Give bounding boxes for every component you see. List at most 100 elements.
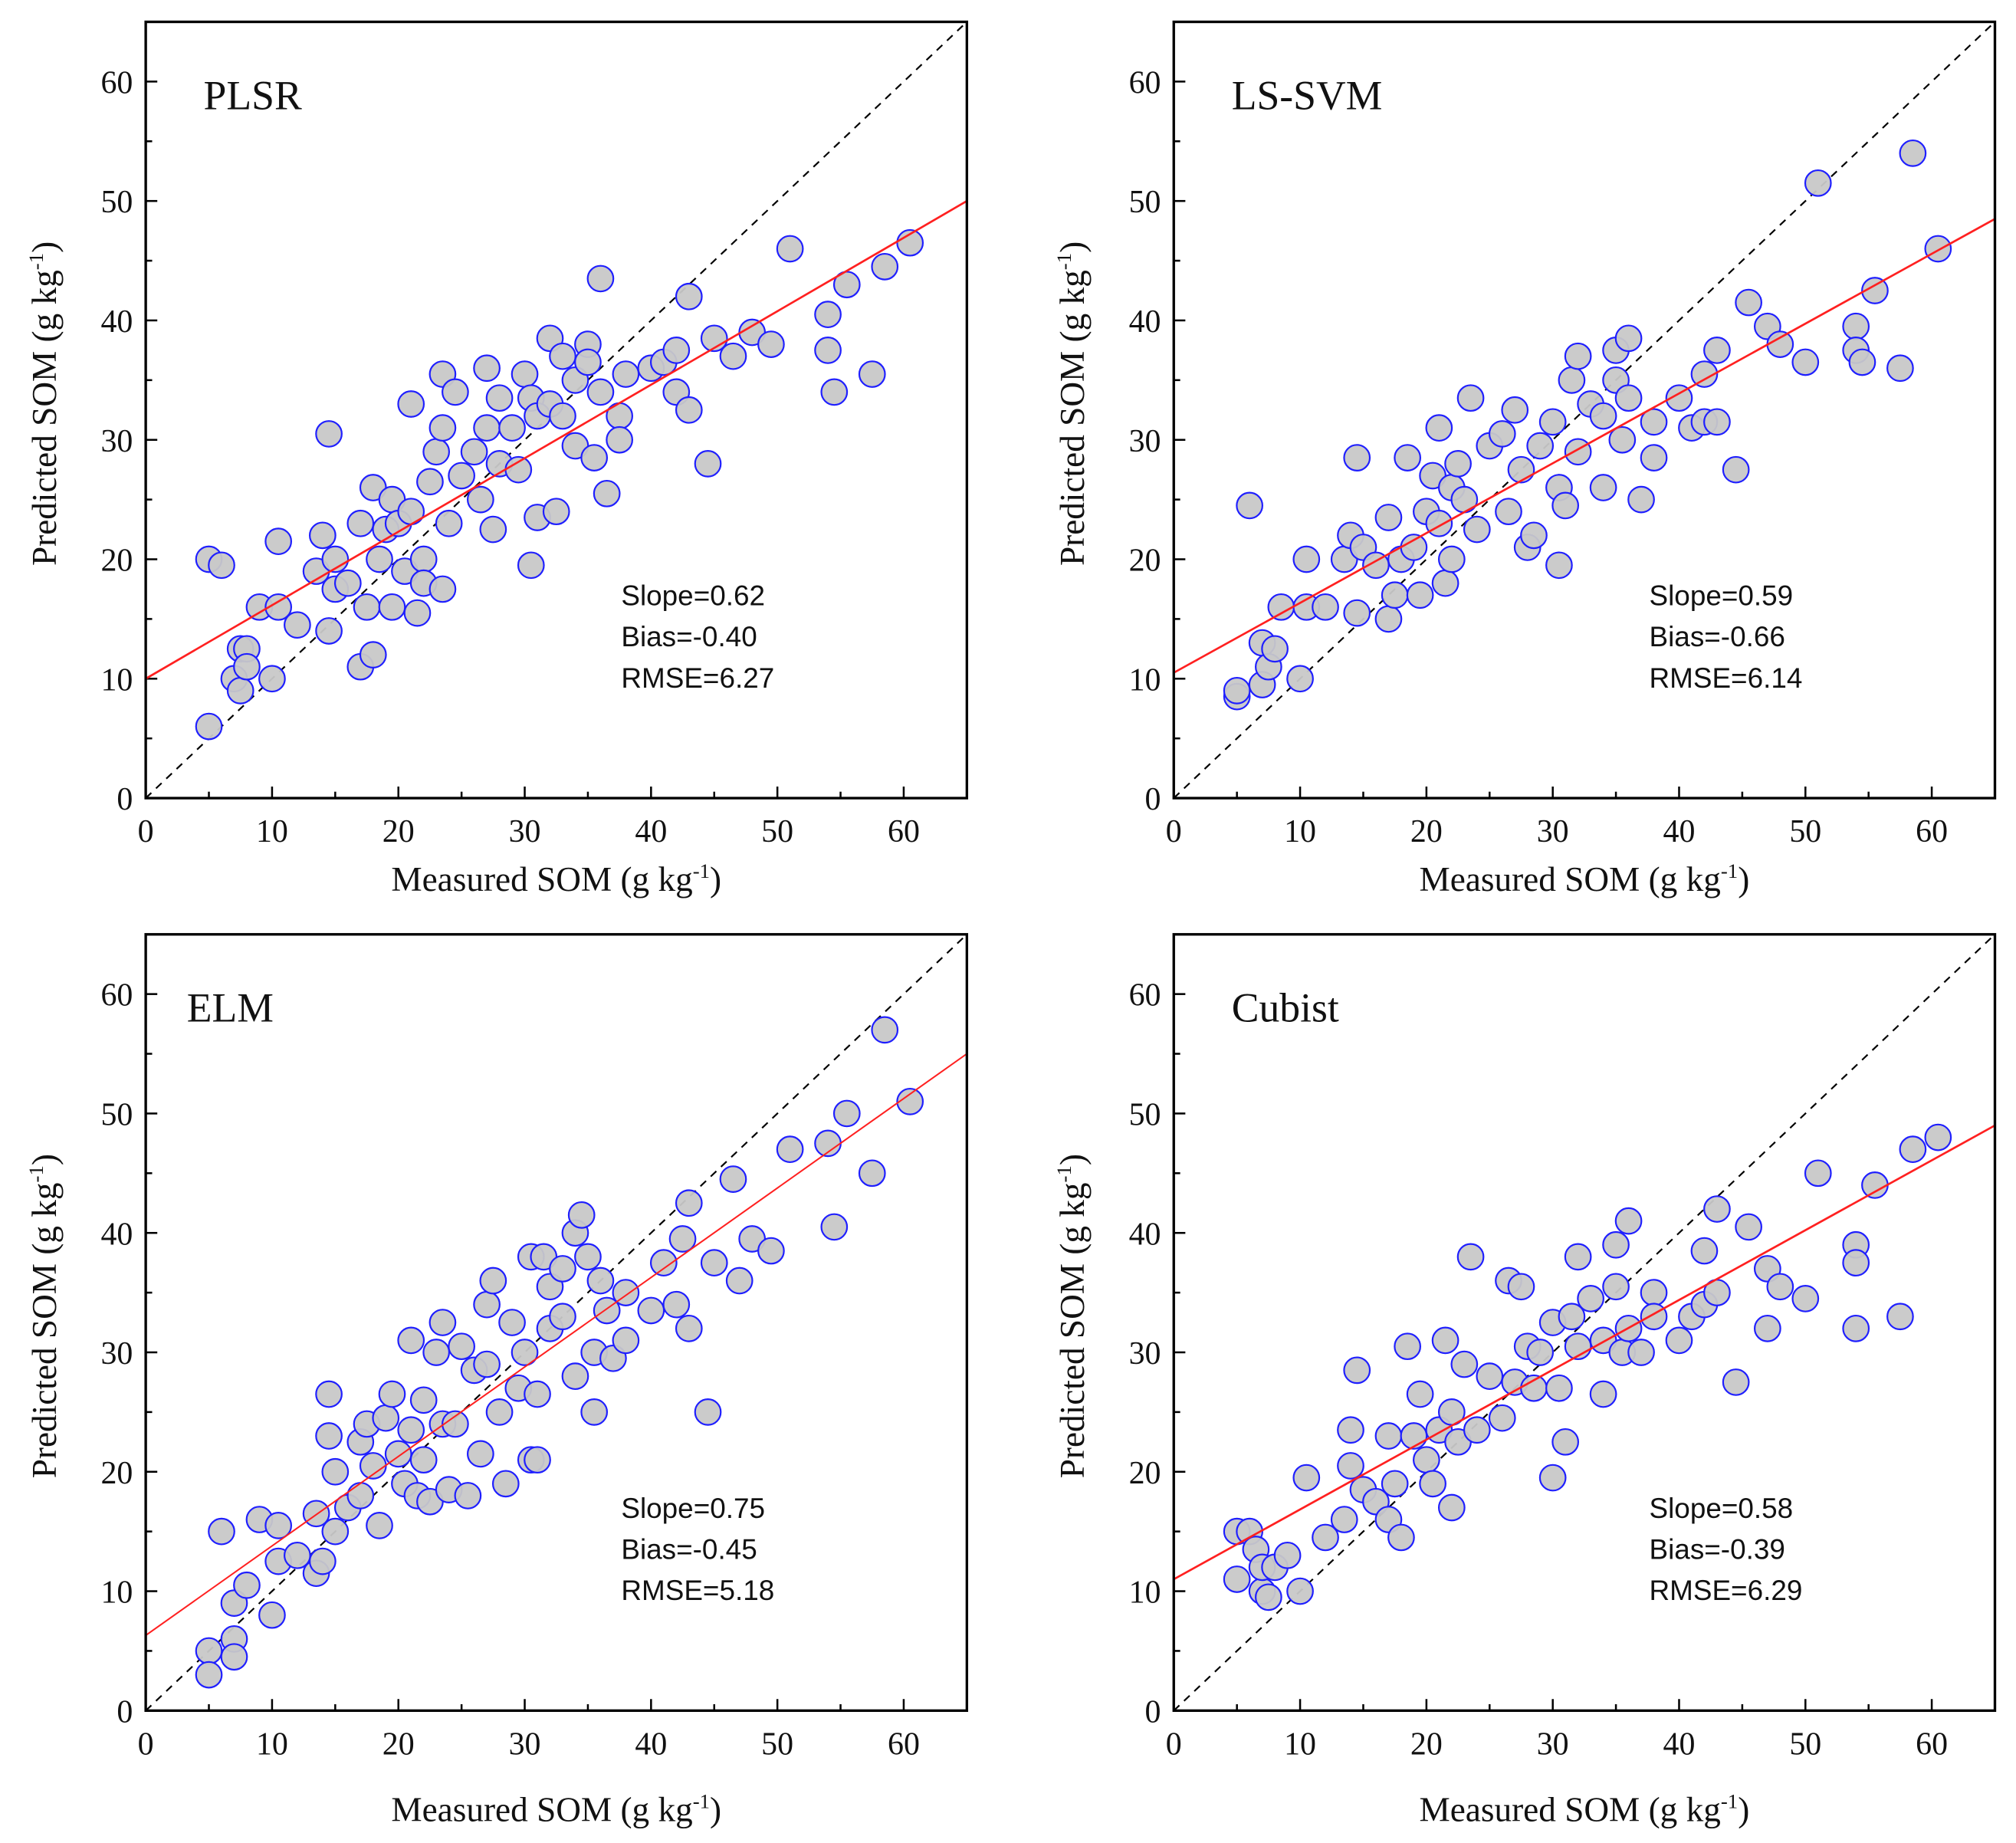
data-point [1545, 551, 1573, 580]
data-point [511, 1339, 539, 1366]
data-point [1456, 384, 1485, 412]
y-tick-label: 20 [1129, 544, 1161, 579]
panel-title: PLSR [204, 72, 302, 118]
data-point [284, 1541, 311, 1569]
y-tick-label: 0 [1145, 782, 1161, 817]
data-point [1507, 1273, 1535, 1301]
x-tick-label: 0 [138, 814, 154, 849]
y-axis-title: Predicted SOM (g kg-1) [25, 1154, 64, 1478]
data-point [1551, 491, 1580, 520]
y-axis-title: Predicted SOM (g kg-1) [1052, 1154, 1092, 1478]
y-tick-label: 20 [1129, 1456, 1161, 1491]
data-points [195, 1016, 924, 1689]
data-point [1608, 425, 1637, 454]
data-point [1842, 1249, 1870, 1277]
data-point [315, 1422, 343, 1450]
data-point [1564, 1243, 1592, 1271]
data-point [1437, 1493, 1466, 1522]
data-point [814, 337, 842, 364]
panel-title: ELM [187, 985, 274, 1031]
data-point [662, 337, 691, 364]
data-point [1886, 1303, 1914, 1331]
data-point [1425, 509, 1453, 537]
data-point [668, 1225, 697, 1253]
data-point [1842, 1314, 1870, 1342]
data-point [1640, 1279, 1668, 1306]
data-point [1236, 491, 1263, 520]
x-tick-label: 30 [1537, 814, 1569, 849]
data-point [397, 390, 425, 418]
data-point [1545, 1374, 1573, 1402]
data-point [1292, 1464, 1321, 1492]
data-point [233, 652, 261, 681]
data-point [675, 1189, 703, 1217]
data-point [524, 1446, 551, 1474]
panel-plsr: 00 10 10 20 20 30 30 40 40 50 50 60 60 PLSR Slope=0.62… [25, 20, 969, 899]
data-point [1526, 432, 1555, 460]
data-point [1223, 677, 1251, 705]
regression-line [146, 200, 967, 680]
data-point [694, 1398, 722, 1426]
data-points [1223, 140, 1952, 711]
data-point [675, 282, 703, 310]
data-point [416, 468, 444, 496]
data-point [1400, 534, 1428, 561]
data-point [1640, 408, 1668, 436]
data-point [315, 617, 343, 645]
data-point [1791, 348, 1820, 376]
data-point [1413, 1446, 1440, 1474]
data-point [1431, 569, 1459, 597]
data-point [321, 1457, 350, 1486]
data-point [220, 1643, 248, 1671]
data-point [1924, 235, 1952, 263]
stat-slope: Slope=0.59 [1650, 580, 1794, 612]
data-point [1703, 337, 1731, 364]
data-point [662, 1290, 691, 1319]
data-point [820, 378, 849, 406]
stat-rmse: RMSE=5.18 [621, 1575, 774, 1606]
data-point [1589, 1380, 1617, 1408]
stat-rmse: RMSE=6.14 [1650, 662, 1803, 694]
data-point [1614, 324, 1643, 353]
data-point [593, 479, 621, 508]
data-point [1463, 1416, 1491, 1444]
data-point [1337, 1416, 1364, 1444]
data-point [460, 438, 488, 466]
data-point [1899, 140, 1927, 167]
data-point [1791, 1285, 1820, 1312]
data-point [1312, 593, 1339, 621]
data-point [549, 1255, 576, 1283]
data-point [1564, 342, 1592, 370]
x-tick-label: 10 [256, 1726, 288, 1762]
x-tick-label: 50 [761, 1726, 793, 1762]
data-point [308, 521, 337, 550]
data-point [1286, 665, 1314, 693]
data-point [858, 1159, 886, 1188]
x-tick-label: 40 [1663, 814, 1696, 849]
data-point [195, 1637, 223, 1665]
data-point [346, 1482, 375, 1510]
y-axis-title: Predicted SOM (g kg-1) [1052, 241, 1092, 566]
y-tick-label: 10 [1129, 1575, 1161, 1611]
data-point [1753, 1314, 1781, 1342]
data-point [549, 342, 576, 370]
data-point [1558, 1303, 1586, 1331]
data-point [284, 611, 311, 639]
data-point [491, 1470, 520, 1498]
data-point [1735, 1213, 1762, 1241]
data-point [675, 396, 703, 424]
data-point [1861, 1171, 1889, 1199]
data-point [574, 348, 602, 376]
data-point [473, 1290, 501, 1319]
data-point [1602, 1273, 1630, 1301]
data-point [574, 1243, 602, 1271]
data-point [1488, 420, 1516, 448]
data-point [409, 1386, 438, 1414]
data-point [1538, 408, 1567, 436]
data-point [1431, 1326, 1459, 1355]
data-point [479, 1266, 507, 1295]
y-tick-label: 30 [100, 1336, 133, 1372]
data-point [308, 1547, 337, 1575]
regression-line [1174, 1124, 1995, 1581]
data-point [1804, 1159, 1832, 1188]
